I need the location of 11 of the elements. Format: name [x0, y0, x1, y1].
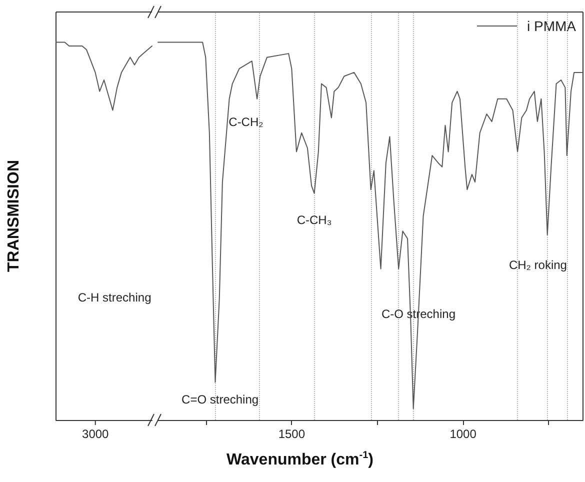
annotation: C-H streching: [78, 290, 152, 305]
legend-label: i PMMA: [527, 18, 577, 34]
annotation: C=O streching: [182, 392, 259, 407]
x-axis-title: Wavenumber (cm$^{-1}$): [225, 450, 374, 470]
annotation: CH₂ roking: [508, 258, 567, 272]
annotation: C-CH₂: [228, 115, 264, 130]
y-axis-title: TRANSMISION: [6, 160, 22, 272]
x-tick-label: 1000: [450, 427, 477, 441]
text: 3000: [82, 427, 110, 441]
annotation: C-CH₃: [296, 212, 332, 227]
x-tick-label: 1500: [278, 427, 306, 441]
